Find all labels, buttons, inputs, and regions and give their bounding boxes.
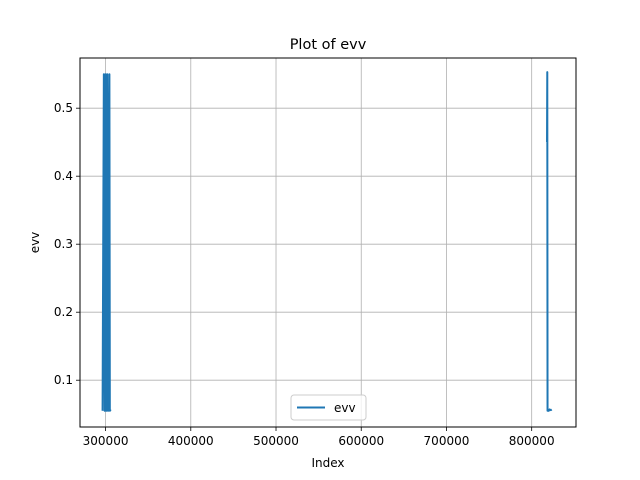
- x-tick-label: 300000: [83, 434, 129, 448]
- axis-ticks: 300000 400000 500000 600000 700000 800000 0.1 0…: [54, 101, 555, 448]
- legend: evv: [290, 394, 367, 421]
- chart-title: Plot of evv: [290, 37, 367, 53]
- x-axis-label: Index: [311, 456, 344, 470]
- series-line-evv: [101, 73, 112, 412]
- y-tick-label: 0.3: [54, 237, 73, 251]
- grid-lines: [80, 58, 576, 427]
- y-tick-label: 0.4: [54, 169, 73, 183]
- x-tick-label: 600000: [338, 434, 384, 448]
- x-tick-label: 800000: [509, 434, 555, 448]
- series-line-evv: [546, 71, 553, 412]
- plot-area: [101, 71, 553, 412]
- x-tick-label: 500000: [253, 434, 299, 448]
- x-tick-label: 400000: [168, 434, 214, 448]
- y-tick-label: 0.1: [54, 373, 73, 387]
- x-tick-label: 700000: [424, 434, 470, 448]
- y-tick-label: 0.2: [54, 305, 73, 319]
- legend-box: [290, 394, 367, 421]
- axes-frame: [79, 57, 577, 428]
- y-axis-label: evv: [28, 232, 42, 254]
- legend-label: evv: [334, 401, 356, 415]
- y-tick-label: 0.5: [54, 101, 73, 115]
